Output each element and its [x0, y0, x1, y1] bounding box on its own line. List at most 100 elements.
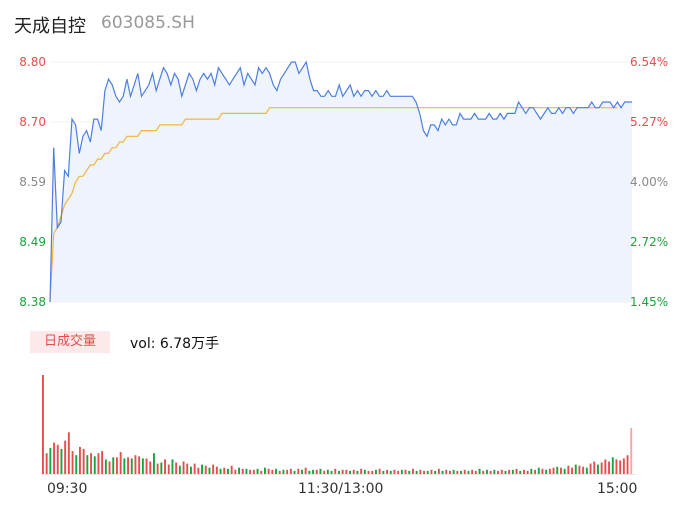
volume-bar [523, 469, 525, 474]
volume-bar [160, 462, 163, 474]
volume-bar [449, 470, 451, 474]
volume-bar [278, 470, 281, 474]
volume-bar [622, 458, 625, 474]
volume-bar [119, 452, 122, 474]
volume-bar [371, 470, 374, 474]
pct-tick: 2.72% [630, 235, 669, 249]
volume-bar [223, 467, 226, 474]
volume-bar [323, 470, 326, 474]
volume-bar [611, 457, 614, 474]
pct-tick: 6.54% [630, 55, 669, 69]
volume-bar [563, 468, 566, 474]
volume-bar [182, 461, 185, 474]
volume-bar [308, 470, 311, 474]
volume-bar [127, 457, 129, 474]
volume-bar [319, 468, 322, 474]
volume-bar [75, 455, 78, 474]
volume-bar [108, 461, 111, 474]
volume-bar [434, 470, 437, 474]
volume-bar [489, 470, 492, 474]
volume-bar [241, 468, 244, 474]
volume-bar [130, 458, 133, 474]
volume-bar [289, 468, 292, 474]
volume-bar [67, 432, 70, 474]
volume-bar [197, 467, 200, 474]
volume-value: vol: 6.78万手 [130, 336, 220, 352]
volume-bar [574, 464, 577, 474]
volume-bar [42, 375, 44, 474]
volume-bar [626, 455, 629, 474]
volume-bar [474, 470, 477, 474]
volume-bar [104, 459, 107, 474]
volume-bar [345, 469, 348, 474]
volume-bar [282, 469, 285, 474]
volume-bar [530, 468, 533, 474]
pct-tick: 1.45% [630, 295, 669, 309]
volume-bar [600, 462, 603, 474]
volume-bar [397, 470, 400, 474]
volume-bar [482, 470, 485, 474]
volume-bar [426, 470, 429, 474]
volume-bar [378, 468, 381, 474]
volume-bar [471, 469, 474, 474]
volume-bar [419, 469, 422, 474]
volume-bar [97, 453, 100, 474]
volume-bar [400, 469, 403, 474]
price-line [49, 60, 632, 303]
volume-bar [64, 440, 67, 474]
price-tick: 8.38 [19, 295, 46, 309]
volume-bar [441, 470, 444, 474]
volume-bar [123, 458, 126, 474]
volume-tab[interactable]: 日成交量 [30, 331, 110, 353]
volume-bar [79, 446, 81, 474]
volume-bar [460, 470, 462, 474]
volume-bar [186, 463, 189, 474]
volume-bar [534, 469, 536, 474]
volume-bar [49, 447, 52, 474]
volume-bar [297, 468, 300, 474]
volume-bar [545, 469, 548, 474]
volume-bar [215, 466, 218, 474]
volume-bar [430, 469, 433, 474]
volume-bar [175, 462, 178, 474]
volume-bar [463, 469, 466, 474]
time-tick-noon: 11:30/13:00 [298, 481, 384, 497]
volume-bar [604, 459, 607, 474]
volume-bar [437, 468, 440, 474]
volume-bar [71, 451, 74, 474]
volume-bar [260, 470, 263, 474]
volume-bar [493, 469, 496, 474]
volume-bar [630, 428, 633, 474]
price-tick: 8.49 [19, 235, 46, 249]
volume-bar [201, 464, 203, 474]
volume-bar [234, 469, 237, 474]
volume-bar [571, 467, 573, 474]
volume-bar [589, 463, 592, 474]
volume-bar [349, 470, 351, 474]
volume-bar [363, 469, 366, 474]
price-tick: 8.70 [19, 115, 46, 129]
volume-bar [275, 468, 277, 474]
volume-bar [90, 453, 92, 474]
volume-bar [56, 444, 59, 474]
volume-bar [101, 451, 104, 474]
volume-bar [415, 470, 418, 474]
volume-bar [315, 469, 318, 474]
price-area [50, 62, 632, 302]
volume-bar [53, 442, 55, 474]
volume-bar [171, 459, 174, 474]
volume-bar [393, 469, 396, 474]
volume-bar [134, 455, 137, 474]
volume-bar [500, 469, 503, 474]
volume-bar [486, 469, 488, 474]
volume-bar [208, 467, 211, 474]
volume-bar [86, 455, 89, 474]
volume-bar [504, 470, 507, 474]
volume-bar [597, 464, 599, 474]
volume-bar [145, 458, 148, 474]
volume-bar [608, 461, 610, 474]
volume-bar [138, 456, 141, 474]
volume-bar [326, 469, 329, 474]
volume-bar [190, 466, 192, 474]
